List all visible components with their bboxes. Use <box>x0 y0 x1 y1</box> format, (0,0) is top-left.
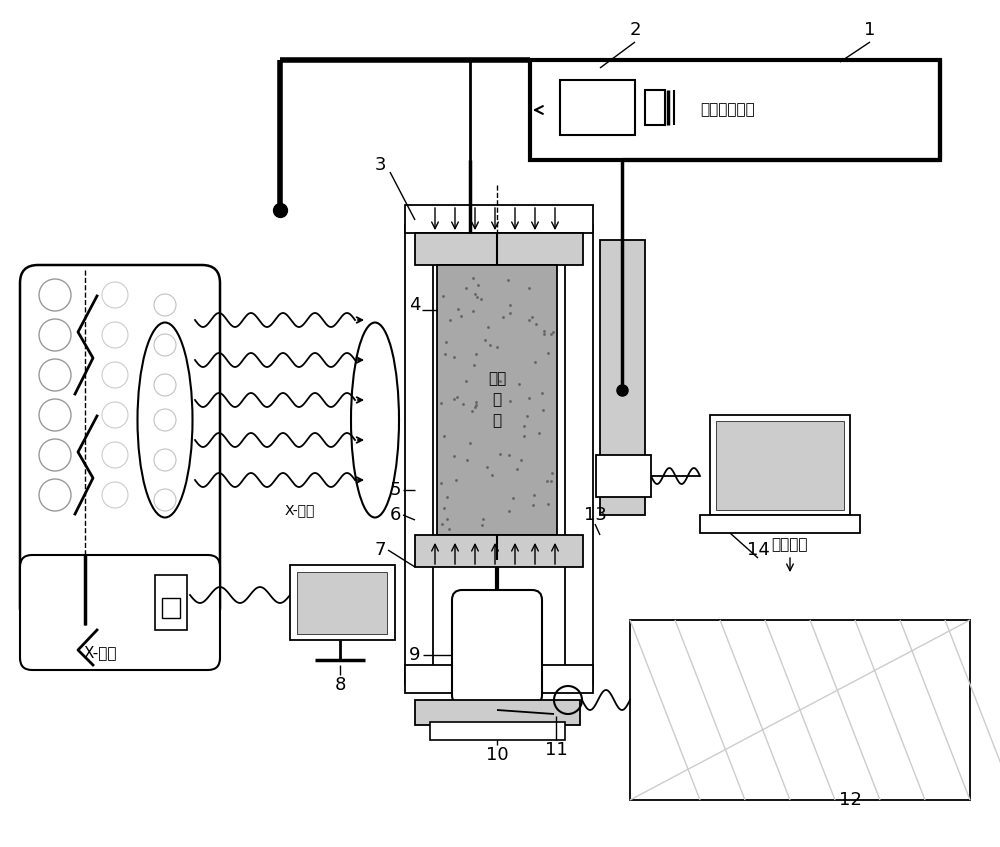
Text: 4: 4 <box>409 296 421 314</box>
Bar <box>415 535 583 567</box>
Text: X-光机: X-光机 <box>83 645 117 660</box>
Text: 12: 12 <box>839 791 861 809</box>
Bar <box>430 722 565 740</box>
FancyBboxPatch shape <box>452 590 542 705</box>
Text: X-射线: X-射线 <box>285 503 315 517</box>
Bar <box>645 90 665 125</box>
Bar <box>530 60 940 160</box>
Text: 岩石
试
样: 岩石 试 样 <box>488 372 506 429</box>
Bar <box>415 233 583 265</box>
Bar <box>596 455 651 497</box>
Bar <box>405 205 593 233</box>
Bar <box>716 421 844 510</box>
Text: 增强影像功能: 增强影像功能 <box>700 102 755 118</box>
Bar <box>560 80 635 135</box>
Bar <box>437 265 557 535</box>
Bar <box>290 565 395 640</box>
Text: 6: 6 <box>389 506 401 524</box>
Bar <box>297 572 387 634</box>
Bar <box>700 515 860 533</box>
Text: 11: 11 <box>545 741 567 759</box>
Text: 连续加载: 连续加载 <box>772 538 808 552</box>
Text: 14: 14 <box>747 541 769 559</box>
FancyBboxPatch shape <box>20 555 220 670</box>
Bar <box>405 225 433 685</box>
Text: 13: 13 <box>584 506 606 524</box>
Bar <box>600 240 645 515</box>
Text: 5: 5 <box>389 481 401 499</box>
Text: 10: 10 <box>486 746 508 764</box>
Bar <box>155 575 187 630</box>
Bar <box>162 598 180 618</box>
Text: 7: 7 <box>374 541 386 559</box>
FancyBboxPatch shape <box>20 265 220 625</box>
Text: 8: 8 <box>334 676 346 694</box>
Text: 9: 9 <box>409 646 421 664</box>
Text: 2: 2 <box>629 21 641 39</box>
Bar <box>415 700 580 725</box>
Bar <box>565 225 593 685</box>
Text: 1: 1 <box>864 21 876 39</box>
Bar <box>405 665 593 693</box>
Bar <box>710 415 850 515</box>
Bar <box>630 620 970 800</box>
Text: 3: 3 <box>374 156 386 174</box>
